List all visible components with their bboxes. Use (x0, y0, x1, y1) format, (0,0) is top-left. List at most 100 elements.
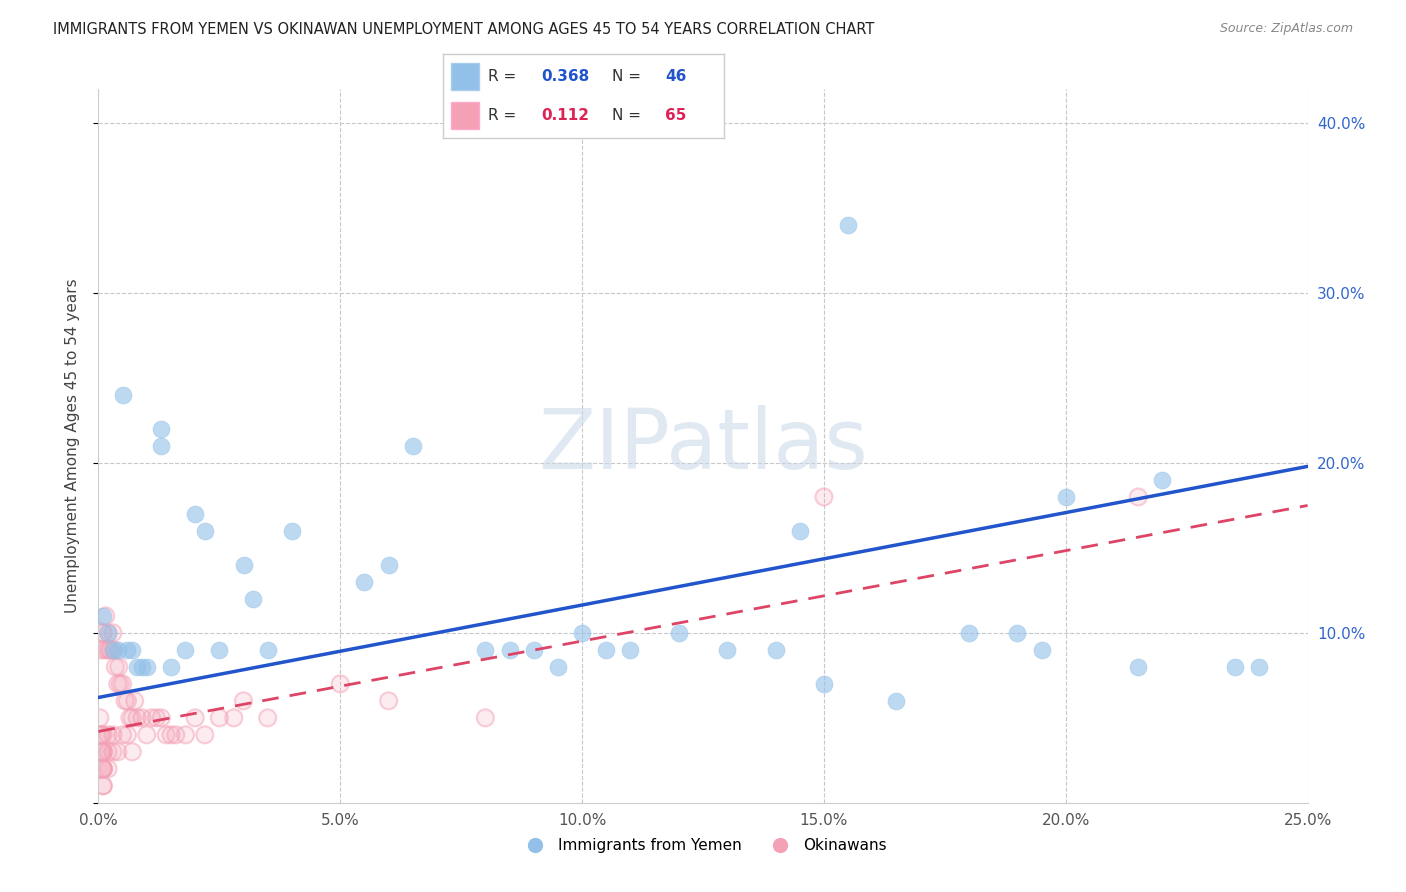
Point (91, 745, 114, 759)
Point (716, 643, 738, 657)
Point (135, 728, 157, 742)
Point (474, 711, 496, 725)
Point (1152, 473, 1174, 487)
Point (101, 626, 124, 640)
Point (91, 608, 114, 623)
Text: R =: R = (488, 69, 522, 84)
Point (150, 439, 173, 453)
Text: N =: N = (612, 108, 645, 123)
Point (256, 711, 278, 725)
Point (91, 745, 114, 759)
Bar (451, 62, 479, 90)
Point (957, 626, 980, 640)
Point (498, 643, 520, 657)
Point (96, 643, 118, 657)
Point (353, 574, 375, 589)
Point (117, 728, 139, 742)
Point (765, 643, 787, 657)
Point (97, 762, 120, 776)
Point (90, 643, 112, 657)
Point (117, 694, 139, 708)
Point (281, 524, 304, 538)
Point (668, 626, 690, 640)
Point (101, 728, 124, 742)
Point (155, 728, 177, 742)
Point (1054, 490, 1077, 504)
Point (118, 711, 141, 725)
Point (194, 524, 217, 538)
Point (127, 711, 149, 725)
Point (94, 608, 117, 623)
Point (150, 711, 173, 725)
Text: ZIPatlas: ZIPatlas (538, 406, 868, 486)
Point (1128, 490, 1150, 504)
Point (150, 711, 173, 725)
Point (329, 677, 352, 691)
Point (91, 626, 114, 640)
Point (174, 643, 197, 657)
Point (107, 677, 129, 691)
Point (91, 762, 114, 776)
Point (121, 745, 143, 759)
Point (111, 677, 134, 691)
Point (91, 762, 114, 776)
Point (89, 728, 111, 742)
Point (97, 745, 120, 759)
Point (547, 660, 569, 674)
Point (194, 728, 217, 742)
Point (101, 728, 124, 742)
Point (886, 694, 908, 708)
Point (96, 643, 118, 657)
Point (135, 728, 157, 742)
Point (91, 779, 114, 793)
Point (97, 626, 120, 640)
Point (1128, 490, 1150, 504)
Point (194, 728, 217, 742)
Point (184, 711, 207, 725)
Bar (451, 102, 479, 129)
Point (131, 711, 153, 725)
Point (107, 660, 129, 674)
Point (160, 728, 183, 742)
Point (474, 643, 496, 657)
Point (91, 745, 114, 759)
Point (619, 643, 641, 657)
Point (402, 439, 425, 453)
Point (523, 643, 546, 657)
Point (165, 728, 187, 742)
Point (150, 422, 173, 436)
Point (108, 677, 131, 691)
Point (127, 660, 149, 674)
Point (97, 728, 120, 742)
Point (813, 677, 835, 691)
Point (184, 507, 207, 521)
Point (91, 745, 114, 759)
Point (174, 728, 197, 742)
Point (124, 694, 146, 708)
Point (93, 643, 115, 657)
Point (145, 711, 167, 725)
Point (91, 626, 114, 640)
Point (174, 728, 197, 742)
Point (114, 694, 136, 708)
Point (91, 745, 114, 759)
Text: R =: R = (488, 108, 526, 123)
Point (131, 660, 153, 674)
Point (111, 728, 134, 742)
Point (160, 660, 183, 674)
Point (93, 643, 115, 657)
Point (90, 745, 112, 759)
Point (121, 643, 143, 657)
Point (121, 711, 143, 725)
Point (117, 643, 139, 657)
Point (124, 694, 146, 708)
Point (97, 745, 120, 759)
Point (813, 490, 835, 504)
Point (111, 728, 134, 742)
Point (98, 643, 121, 657)
Point (90, 643, 112, 657)
Point (91, 762, 114, 776)
Point (107, 643, 129, 657)
Point (141, 711, 163, 725)
Point (91, 779, 114, 793)
